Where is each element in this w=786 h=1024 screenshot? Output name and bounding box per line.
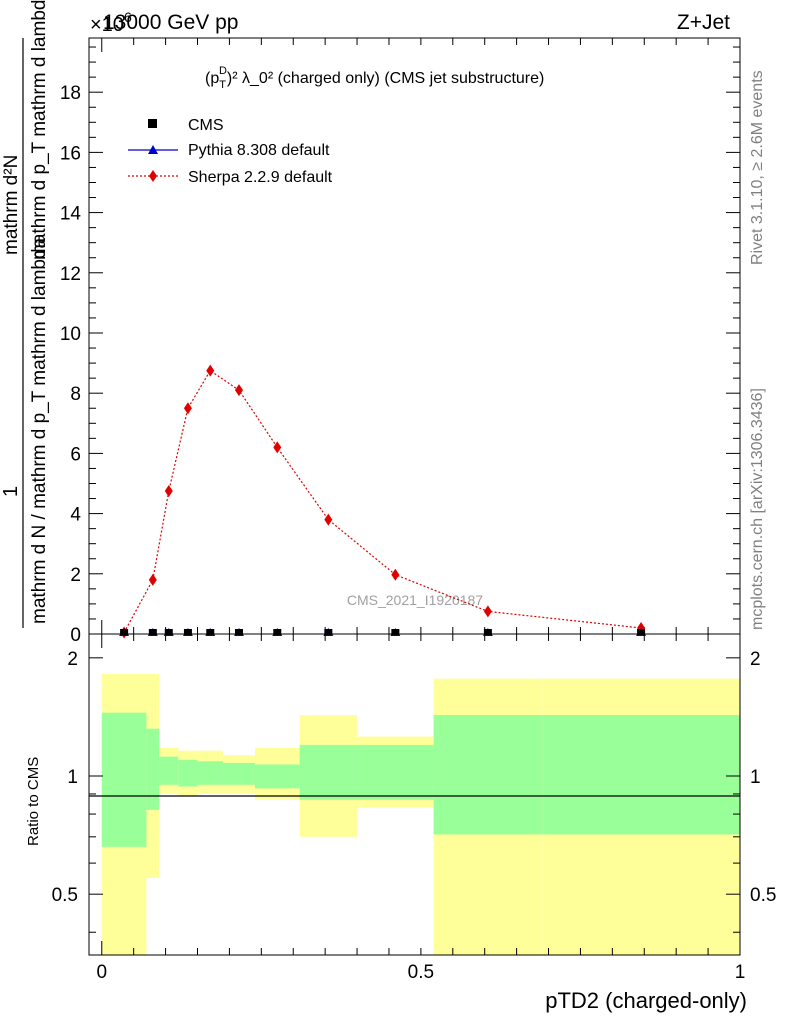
legend-item-pythia: Pythia 8.308 default bbox=[128, 142, 330, 159]
ratio-inner-band bbox=[146, 728, 160, 810]
header-left: 13000 GeV pp bbox=[103, 11, 238, 34]
exponent-label: ×106 bbox=[90, 9, 132, 36]
y-tick-label: 6 bbox=[70, 444, 81, 465]
y-tick-label: 0 bbox=[70, 625, 81, 646]
y-tick-label: 8 bbox=[70, 384, 81, 405]
x-tick-label: 1 bbox=[735, 962, 746, 983]
sherpa-point bbox=[206, 364, 215, 377]
main-axis-ticks: 0 2 4 6 8 10 12 14 16 18 bbox=[60, 38, 741, 646]
legend-item-sherpa: Sherpa 2.2.9 default bbox=[128, 169, 333, 186]
ratio-y-tick-label: 0.5 bbox=[52, 885, 78, 906]
legend: CMS Pythia 8.308 default Sherpa 2.2.9 de… bbox=[128, 117, 333, 186]
y-tick-label: 2 bbox=[70, 565, 81, 586]
y-tick-label: 10 bbox=[60, 324, 81, 345]
ratio-inner-band bbox=[101, 712, 147, 847]
cms-point bbox=[206, 629, 215, 635]
cms-point bbox=[234, 629, 243, 635]
y-tick-label: 12 bbox=[60, 264, 81, 285]
analysis-watermark: CMS_2021_I1920187 bbox=[347, 592, 483, 608]
main-ylabel: 1 mathrm d N / mathrm d p_T mathrm d lam… bbox=[0, 0, 50, 628]
ratio-inner-band bbox=[433, 715, 543, 835]
y-tick-label: 16 bbox=[60, 143, 81, 164]
x-tick-label: 0 bbox=[96, 962, 107, 983]
cms-point bbox=[273, 629, 282, 635]
legend-label-cms: CMS bbox=[188, 117, 224, 134]
ratio-inner-band bbox=[223, 762, 255, 785]
legend-label-sherpa: Sherpa 2.2.9 default bbox=[188, 169, 333, 186]
sherpa-point bbox=[234, 384, 243, 397]
header-right: Z+Jet bbox=[677, 11, 730, 34]
cms-point bbox=[483, 629, 492, 635]
y-tick-label: 4 bbox=[70, 505, 81, 526]
main-frame bbox=[88, 37, 741, 635]
ratio-frame bbox=[88, 633, 741, 956]
cms-point bbox=[183, 629, 192, 635]
y-tick-label: 18 bbox=[60, 83, 81, 104]
sherpa-point bbox=[391, 568, 400, 581]
mcplots-text: mcplots.cern.ch [arXiv:1306.3436] bbox=[749, 388, 766, 630]
x-tick-label: 0.5 bbox=[408, 962, 434, 983]
sherpa-point bbox=[483, 605, 492, 618]
ratio-inner-band bbox=[178, 759, 198, 787]
sherpa-point bbox=[273, 441, 282, 454]
ratio-y-tick-label: 1 bbox=[67, 767, 78, 788]
ratio-inner-band bbox=[357, 744, 434, 800]
y-tick-label: 14 bbox=[60, 204, 82, 225]
sherpa-point bbox=[183, 402, 192, 415]
cms-point bbox=[391, 629, 400, 635]
cms-point bbox=[324, 629, 333, 635]
ratio-inner-band bbox=[299, 744, 358, 800]
ylabel-one: 1 bbox=[0, 486, 22, 497]
ylabel-numerator: mathrm d²N bbox=[1, 155, 22, 255]
cms-point bbox=[164, 629, 173, 635]
cms-point bbox=[637, 629, 646, 635]
x-axis-label: pTD2 (charged-only) bbox=[545, 988, 747, 1013]
sherpa-point bbox=[148, 573, 157, 586]
ylabel-inner-denominator: mathrm d p_T mathrm d lambda bbox=[29, 0, 50, 260]
cms-point bbox=[120, 629, 129, 635]
ratio-axis-ticks: 0.5 0.5 1 1 2 2 0 0.5 1 bbox=[52, 634, 776, 983]
legend-label-pythia: Pythia 8.308 default bbox=[188, 142, 330, 159]
ratio-y-tick-label: 2 bbox=[67, 649, 78, 670]
ratio-ylabel: Ratio to CMS bbox=[25, 757, 42, 846]
ratio-inner-band bbox=[254, 764, 300, 789]
sherpa-point bbox=[164, 485, 173, 498]
ratio-inner-band bbox=[197, 761, 224, 785]
ylabel-denominator: mathrm d N / mathrm d p_T mathrm d lambd… bbox=[29, 237, 50, 624]
cms-point bbox=[148, 629, 157, 635]
legend-item-cms: CMS bbox=[148, 117, 224, 134]
ratio-y-tick-label-right: 1 bbox=[750, 767, 761, 788]
ratio-bands bbox=[101, 673, 740, 955]
rivet-text: Rivet 3.1.10, ≥ 2.6M events bbox=[749, 70, 766, 265]
ratio-inner-band bbox=[542, 715, 740, 835]
ratio-y-tick-label-right: 2 bbox=[750, 649, 761, 670]
diamond-marker-icon bbox=[149, 170, 157, 182]
triangle-marker-icon bbox=[148, 145, 158, 154]
cms-marker-icon bbox=[148, 119, 157, 128]
ratio-inner-band bbox=[159, 756, 179, 785]
ratio-y-tick-label-right: 0.5 bbox=[750, 885, 776, 906]
main-title: (pTD)² λ_0² (charged only) (CMS jet subs… bbox=[205, 65, 544, 91]
sherpa-point bbox=[324, 513, 333, 526]
